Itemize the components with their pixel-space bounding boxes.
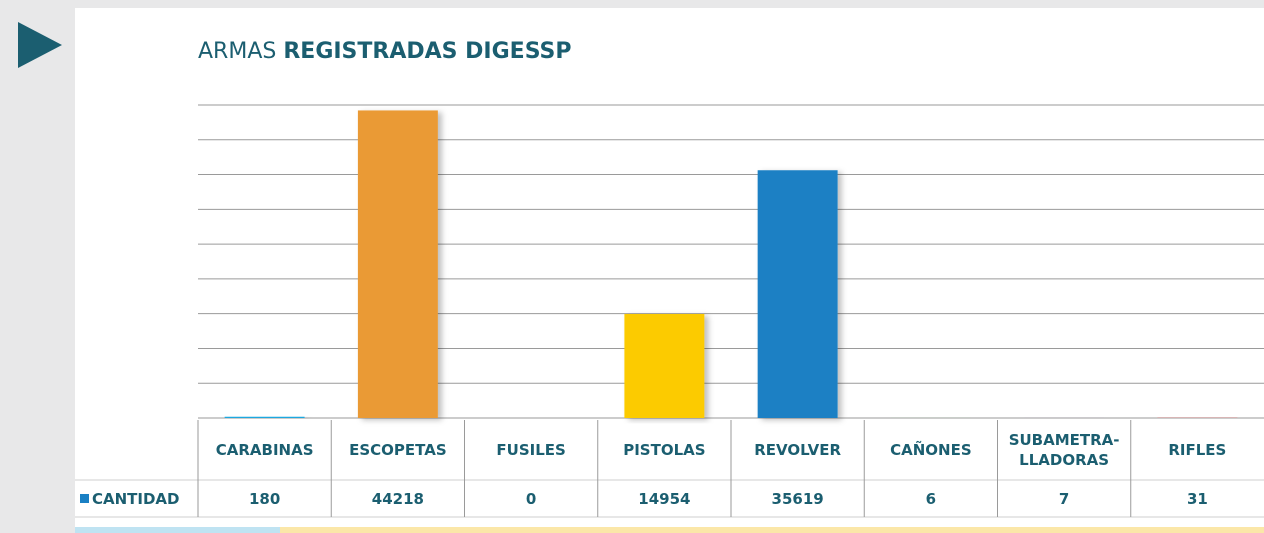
value-cell: 44218: [371, 489, 424, 508]
footer-strip: [280, 527, 1264, 533]
title-bold: REGISTRADAS DIGESSP: [283, 39, 571, 64]
x-tick-label-box: PISTOLAS: [623, 441, 706, 459]
x-tick-label: PISTOLAS: [623, 441, 706, 459]
x-tick-label-box: SUBAMETRA-LLADORAS: [1008, 431, 1120, 469]
value-cell: 35619: [771, 489, 824, 508]
x-tick-label: ESCOPETAS: [349, 441, 447, 459]
arrow-icon: [18, 22, 62, 68]
x-tick-label-box: CAÑONES: [890, 441, 972, 459]
x-tick-label-box: RIFLES: [1168, 441, 1227, 459]
value-cell: 7: [1058, 489, 1070, 508]
bar: [624, 313, 705, 418]
x-tick-label: SUBAMETRA-LLADORAS: [1008, 431, 1120, 469]
legend-label-box: CANTIDAD: [92, 489, 180, 508]
value-cell: 31: [1186, 489, 1208, 508]
chart-title: ARMAS REGISTRADAS DIGESSP: [198, 39, 572, 64]
footer-strip: [75, 527, 280, 533]
value-cell-box: 44218: [371, 489, 424, 508]
value-cell-box: 0: [525, 489, 537, 508]
bar: [357, 110, 438, 419]
x-tick-label: RIFLES: [1168, 441, 1227, 459]
bar: [224, 416, 305, 418]
value-cell-box: 35619: [771, 489, 824, 508]
bar: [757, 170, 838, 418]
x-tick-label-box: ESCOPETAS: [349, 441, 447, 459]
value-cell-box: 180: [248, 489, 281, 508]
x-tick-label-box: FUSILES: [496, 441, 566, 459]
x-tick-label-box: CARABINAS: [215, 441, 314, 459]
value-cell-box: 14954: [638, 489, 691, 508]
x-tick-label-box: REVOLVER: [754, 441, 842, 459]
x-tick-label: CARABINAS: [215, 441, 314, 459]
title-regular: ARMAS: [198, 39, 276, 64]
value-cell: 14954: [638, 489, 691, 508]
value-cell: 180: [248, 489, 281, 508]
legend-swatch: [80, 494, 89, 503]
panel: [75, 8, 1264, 533]
x-tick-label: CAÑONES: [890, 441, 972, 459]
value-cell-box: 7: [1058, 489, 1070, 508]
x-tick-label: FUSILES: [496, 441, 566, 459]
value-cell-box: 6: [925, 489, 937, 508]
value-cell: 6: [925, 489, 937, 508]
legend-label: CANTIDAD: [92, 489, 180, 508]
x-tick-label: REVOLVER: [754, 441, 842, 459]
value-cell: 0: [525, 489, 537, 508]
value-cell-box: 31: [1186, 489, 1208, 508]
